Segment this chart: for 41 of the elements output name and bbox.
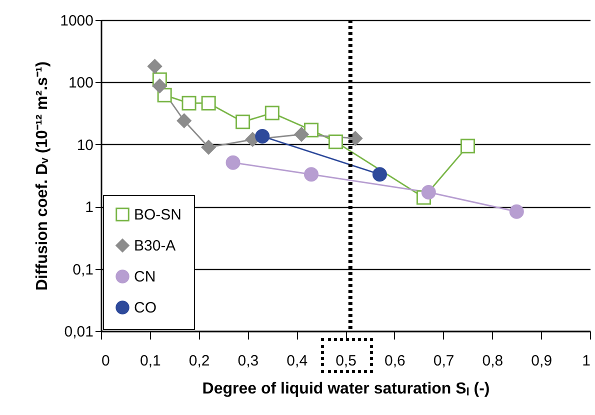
point — [348, 131, 363, 146]
point — [201, 96, 216, 110]
point — [328, 134, 343, 150]
point — [226, 155, 240, 170]
point — [264, 106, 280, 120]
point — [182, 96, 196, 110]
y-axis-title: Diffusion coef. Dᵥ (10⁻¹² m².s⁻¹) — [34, 61, 52, 291]
legend-label: BO-SN — [134, 206, 182, 224]
legend-label: CN — [134, 268, 156, 286]
x-tick-label: 0,4 — [286, 352, 308, 370]
y-tick-label: 1 — [85, 199, 94, 216]
point — [148, 59, 162, 74]
point — [294, 127, 309, 142]
x-tick-label: 0,9 — [531, 352, 552, 370]
point — [421, 185, 436, 200]
point — [176, 113, 192, 128]
y-tick-label: 1000 — [60, 12, 94, 30]
x-tick-label: 0,5 — [336, 352, 356, 370]
x-tick-label: 0,1 — [140, 352, 161, 370]
legend-label: CO — [134, 300, 156, 316]
x-tick-label: 0,7 — [433, 352, 454, 370]
x-tick-label: 1 — [582, 352, 590, 370]
x-tick-label: 0,8 — [482, 352, 504, 370]
point — [236, 114, 250, 130]
x-tick-label: 0,2 — [188, 352, 210, 370]
x-tick-label: 0 — [102, 352, 110, 370]
y-tick-label: 10 — [76, 136, 94, 154]
point — [460, 138, 476, 154]
point — [255, 129, 270, 144]
y-tick-label: 0,1 — [72, 261, 94, 278]
point — [372, 167, 387, 182]
point — [509, 204, 524, 219]
legend-label: B30-A — [134, 238, 176, 254]
x-tick-label: 0,3 — [238, 352, 259, 370]
y-tick-label: 100 — [68, 74, 94, 92]
x-tick-label: 0,6 — [384, 352, 406, 370]
x-axis-title: Degree of liquid water saturation Sₗ (-) — [202, 380, 490, 398]
point — [152, 78, 167, 94]
point — [201, 140, 216, 155]
y-tick-label: 0,01 — [64, 324, 94, 340]
point — [304, 167, 319, 182]
